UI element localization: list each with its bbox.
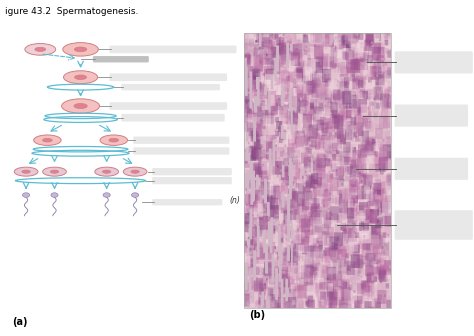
- Circle shape: [43, 138, 52, 142]
- FancyBboxPatch shape: [109, 102, 227, 110]
- Circle shape: [74, 75, 87, 80]
- Circle shape: [25, 44, 56, 55]
- Circle shape: [102, 170, 111, 173]
- FancyBboxPatch shape: [152, 199, 222, 205]
- FancyBboxPatch shape: [152, 168, 232, 175]
- Circle shape: [95, 167, 118, 176]
- Text: (n): (n): [230, 196, 241, 205]
- Circle shape: [22, 170, 30, 173]
- FancyBboxPatch shape: [121, 114, 225, 122]
- FancyBboxPatch shape: [152, 177, 232, 184]
- FancyBboxPatch shape: [121, 84, 220, 90]
- FancyBboxPatch shape: [394, 158, 468, 180]
- FancyBboxPatch shape: [133, 136, 229, 144]
- FancyBboxPatch shape: [394, 104, 468, 127]
- Ellipse shape: [103, 193, 110, 197]
- Circle shape: [74, 103, 87, 109]
- FancyBboxPatch shape: [133, 148, 229, 155]
- Circle shape: [50, 170, 59, 173]
- Ellipse shape: [132, 193, 139, 197]
- Circle shape: [74, 47, 87, 52]
- FancyBboxPatch shape: [394, 210, 473, 240]
- Circle shape: [35, 47, 46, 51]
- Text: igure 43.2  Spermatogenesis.: igure 43.2 Spermatogenesis.: [5, 7, 138, 16]
- FancyBboxPatch shape: [394, 51, 473, 74]
- Circle shape: [62, 99, 100, 113]
- Circle shape: [123, 167, 147, 176]
- Ellipse shape: [51, 193, 58, 197]
- FancyBboxPatch shape: [109, 73, 227, 81]
- Circle shape: [100, 135, 128, 145]
- FancyBboxPatch shape: [109, 45, 237, 53]
- Text: (b): (b): [249, 310, 265, 320]
- Ellipse shape: [23, 193, 29, 197]
- Circle shape: [131, 170, 139, 173]
- Circle shape: [34, 135, 61, 145]
- Text: (a): (a): [12, 318, 27, 328]
- FancyBboxPatch shape: [93, 56, 149, 62]
- Circle shape: [43, 167, 66, 176]
- Circle shape: [64, 71, 98, 84]
- Circle shape: [14, 167, 38, 176]
- Circle shape: [63, 43, 99, 56]
- Circle shape: [109, 138, 118, 142]
